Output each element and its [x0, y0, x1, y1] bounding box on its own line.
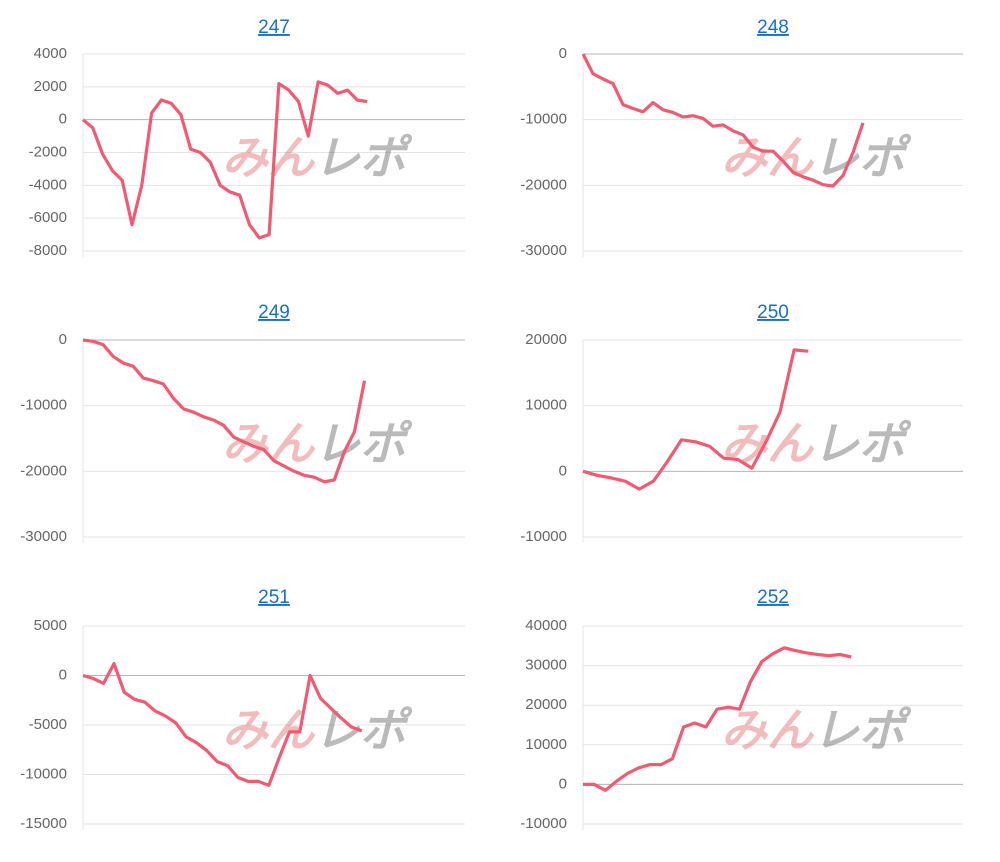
- chart-title[interactable]: 248: [757, 17, 789, 38]
- y-tick-label: -10000: [520, 528, 567, 545]
- y-tick-label: -10000: [20, 765, 67, 782]
- data-line: [82, 338, 367, 484]
- data-line: [82, 662, 363, 787]
- y-tick-label: 2000: [34, 78, 67, 95]
- y-tick-label: -10000: [20, 397, 67, 414]
- y-tick-label: -20000: [20, 462, 67, 479]
- watermark: みんレポ: [222, 130, 413, 184]
- watermark: みんレポ: [222, 703, 413, 757]
- data-line: [583, 646, 852, 792]
- y-tick-label: 0: [59, 666, 67, 683]
- chart-panel: 252 40000 30000 20000 10000 0 -10000 みんレポ: [520, 587, 963, 832]
- chart-title[interactable]: 251: [258, 587, 290, 608]
- data-line: [81, 80, 368, 240]
- chart-title[interactable]: 249: [258, 302, 290, 323]
- watermark-part: みん: [222, 703, 316, 757]
- chart-title[interactable]: 250: [757, 302, 789, 323]
- watermark-part: みん: [721, 416, 815, 470]
- watermark: みんレポ: [721, 703, 912, 757]
- data-line: [581, 53, 865, 188]
- watermark-part: レポ: [813, 703, 912, 757]
- y-tick-label: 5000: [34, 617, 67, 634]
- watermark-part: みん: [222, 416, 316, 470]
- y-tick-label: 0: [59, 331, 67, 348]
- watermark-part: みん: [721, 703, 815, 757]
- y-tick-label: -8000: [29, 242, 67, 259]
- y-tick-label: -4000: [29, 176, 67, 193]
- chart-title[interactable]: 252: [757, 587, 789, 608]
- watermark-part: レポ: [813, 416, 912, 470]
- watermark: みんレポ: [721, 416, 912, 470]
- y-tick-label: -20000: [520, 176, 567, 193]
- y-tick-label: -10000: [520, 111, 567, 128]
- watermark: みんレポ: [721, 130, 912, 184]
- y-tick-label: -5000: [29, 716, 67, 733]
- watermark: みんレポ: [222, 416, 413, 470]
- watermark-part: レポ: [813, 130, 912, 184]
- data-line: [582, 348, 809, 491]
- watermark-part: レポ: [314, 130, 413, 184]
- watermark-part: レポ: [314, 703, 413, 757]
- y-tick-label: 4000: [34, 45, 67, 62]
- chart-panel: 250 20000 10000 0 -10000 みんレポ: [520, 302, 963, 545]
- watermark-part: みん: [222, 130, 316, 184]
- chart-panel: 251 5000 0 -5000 -10000 -15000 みんレポ: [20, 587, 465, 832]
- y-tick-label: 40000: [525, 617, 567, 634]
- y-tick-label: 20000: [525, 696, 567, 713]
- y-tick-label: -6000: [29, 209, 67, 226]
- y-tick-label: -15000: [20, 815, 67, 832]
- y-tick-label: -2000: [29, 143, 67, 160]
- y-tick-label: 0: [59, 111, 67, 128]
- chart-panel: 248 0 -10000 -20000 -30000 みんレポ: [520, 17, 963, 259]
- y-tick-label: 30000: [525, 657, 567, 674]
- y-tick-label: -30000: [520, 242, 567, 259]
- y-tick-label: 0: [559, 775, 567, 792]
- y-tick-label: -10000: [520, 815, 567, 832]
- y-tick-label: 10000: [525, 397, 567, 414]
- chart-panel: 249 0 -10000 -20000 -30000 みんレポ: [20, 302, 465, 545]
- chart-title[interactable]: 247: [258, 17, 290, 38]
- y-tick-label: 0: [559, 45, 567, 62]
- y-tick-label: 0: [559, 462, 567, 479]
- watermark-part: レポ: [314, 416, 413, 470]
- y-tick-label: -30000: [20, 528, 67, 545]
- y-tick-label: 10000: [525, 736, 567, 753]
- chart-panel: 247 4000 2000 0 -2000 -4000 -6000 -8000 みんレポ: [29, 17, 465, 259]
- y-tick-label: 20000: [525, 331, 567, 348]
